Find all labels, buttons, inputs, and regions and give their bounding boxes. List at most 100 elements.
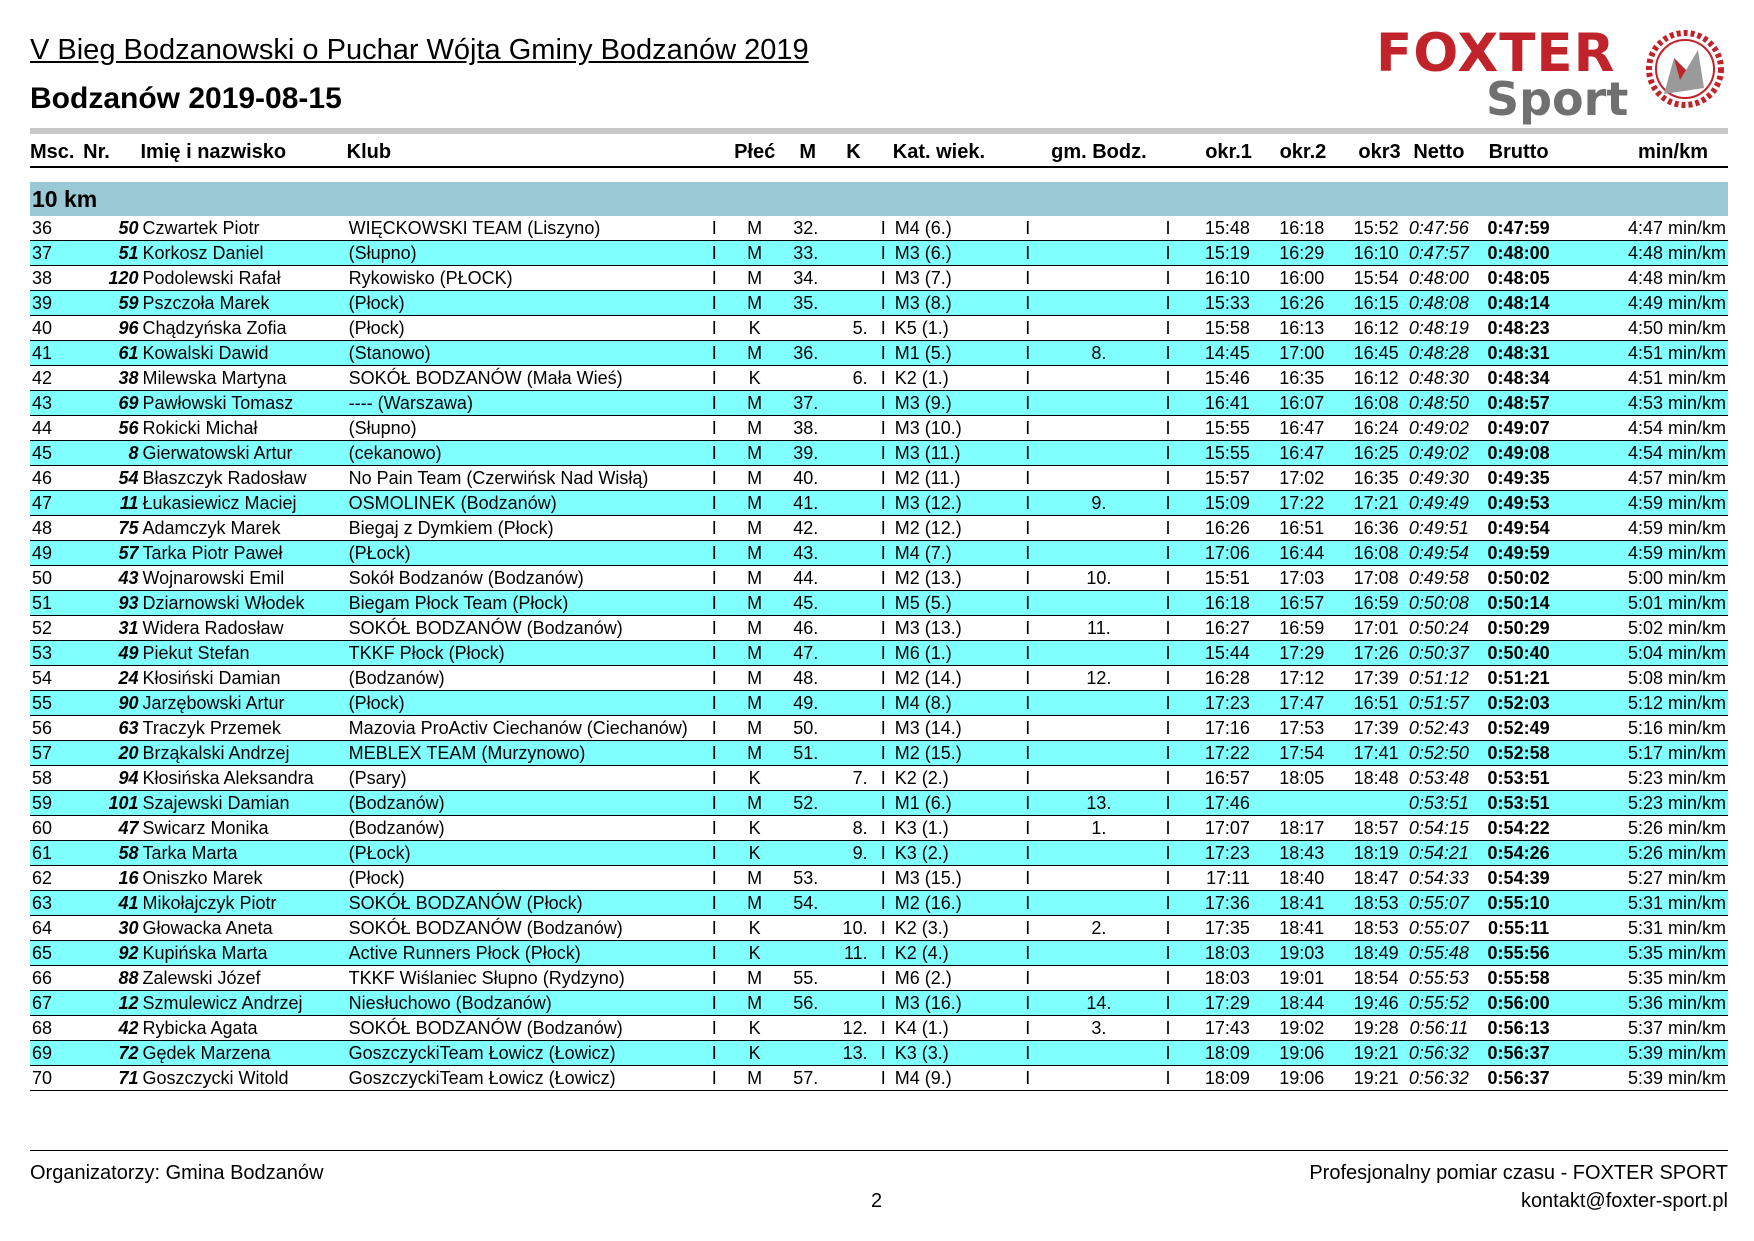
cell-name: Kłosiński Damian	[140, 665, 347, 691]
cell-msc: 45	[30, 440, 84, 466]
column-separator: I	[701, 515, 728, 541]
column-separator: I	[873, 640, 893, 666]
cell-k	[833, 465, 874, 491]
cell-plec: M	[727, 216, 783, 241]
cell-gm	[1043, 390, 1155, 416]
column-separator: I	[701, 990, 728, 1016]
column-separator: I	[701, 216, 728, 241]
cell-plec: M	[727, 465, 783, 491]
table-row: 62 16 Oniszko Marek (Płock) I M 53. I M3 (15.) I I…	[30, 865, 1728, 891]
cell-k	[833, 890, 874, 916]
cell-okr3: 19:28	[1326, 1015, 1401, 1041]
cell-plec: M	[727, 240, 783, 266]
column-separator: I	[701, 965, 728, 991]
cell-nr: 31	[83, 615, 141, 641]
cell-netto: 0:55:52	[1400, 990, 1478, 1016]
cell-nr: 43	[83, 565, 141, 591]
cell-netto: 0:49:58	[1400, 565, 1478, 591]
cell-netto: 0:49:30	[1400, 465, 1478, 491]
cell-okr2: 17:53	[1251, 715, 1327, 741]
cell-gm	[1043, 1065, 1155, 1091]
cell-kat: M4 (9.)	[892, 1065, 1012, 1091]
cell-gm	[1043, 865, 1155, 891]
cell-name: Swicarz Monika	[140, 815, 347, 841]
cell-okr2: 16:44	[1251, 540, 1327, 566]
cell-nr: 120	[83, 265, 141, 291]
cell-k	[833, 965, 874, 991]
cell-nr: 54	[83, 465, 141, 491]
cell-nr: 61	[83, 340, 141, 366]
cell-kat: M1 (6.)	[892, 790, 1012, 816]
cell-pace: 4:47 min/km	[1560, 216, 1728, 241]
column-separator: I	[873, 1040, 893, 1066]
cell-plec: M	[727, 590, 783, 616]
cell-brutto: 0:49:07	[1477, 415, 1561, 441]
cell-brutto: 0:49:54	[1477, 515, 1561, 541]
cell-nr: 90	[83, 690, 141, 716]
cell-brutto: 0:54:26	[1477, 840, 1561, 866]
cell-club: SOKÓŁ BODZANÓW (Bodzanów)	[346, 915, 702, 941]
cell-nr: 38	[83, 365, 141, 391]
cell-msc: 63	[30, 890, 84, 916]
cell-okr2: 16:35	[1251, 365, 1327, 391]
cell-okr3: 18:49	[1326, 940, 1401, 966]
footer-organizers: Organizatorzy: Gmina Bodzanów	[30, 1162, 324, 1184]
column-separator: I	[873, 790, 893, 816]
cell-okr3: 16:12	[1326, 315, 1401, 341]
cell-msc: 50	[30, 565, 84, 591]
cell-pace: 4:59 min/km	[1560, 540, 1728, 566]
cell-msc: 47	[30, 490, 84, 516]
cell-okr2: 16:51	[1251, 515, 1327, 541]
cell-okr1: 15:48	[1181, 216, 1252, 241]
cell-name: Korkosz Daniel	[140, 240, 347, 266]
cell-okr2: 18:43	[1251, 840, 1327, 866]
cell-club: MEBLEX TEAM (Murzynowo)	[346, 740, 702, 766]
cell-plec: M	[727, 665, 783, 691]
cell-m: 51.	[782, 740, 834, 766]
column-separator: I	[1154, 890, 1182, 916]
cell-okr2: 18:41	[1251, 890, 1327, 916]
column-separator: I	[1011, 965, 1044, 991]
foxter-sport-logo: FOXTER Sport	[1376, 24, 1726, 128]
cell-okr1: 15:55	[1181, 415, 1252, 441]
cell-k	[833, 540, 874, 566]
cell-m: 42.	[782, 515, 834, 541]
table-row: 59 101 Szajewski Damian (Bodzanów) I M 52. I M1 …	[30, 790, 1728, 816]
category-row: 10 km	[30, 182, 1728, 216]
cell-pace: 4:54 min/km	[1560, 415, 1728, 441]
cell-pace: 5:31 min/km	[1560, 915, 1728, 941]
cell-brutto: 0:52:49	[1477, 715, 1561, 741]
cell-name: Pawłowski Tomasz	[140, 390, 347, 416]
column-separator: I	[1154, 465, 1182, 491]
cell-okr1: 17:22	[1181, 740, 1252, 766]
cell-brutto: 0:48:00	[1477, 240, 1561, 266]
cell-name: Szajewski Damian	[140, 790, 347, 816]
cell-netto: 0:56:32	[1400, 1065, 1478, 1091]
cell-okr2: 17:29	[1251, 640, 1327, 666]
cell-brutto: 0:56:37	[1477, 1065, 1561, 1091]
cell-k	[833, 290, 874, 316]
col-plec: Płeć	[727, 138, 783, 168]
cell-m: 45.	[782, 590, 834, 616]
cell-m	[782, 940, 834, 966]
table-row: 70 71 Goszczycki Witold GoszczyckiTeam Łowi…	[30, 1065, 1728, 1091]
column-separator: I	[1011, 290, 1044, 316]
column-separator: I	[701, 715, 728, 741]
footer-divider	[30, 1150, 1728, 1151]
cell-gm	[1043, 365, 1155, 391]
cell-m	[782, 365, 834, 391]
cell-name: Czwartek Piotr	[140, 216, 347, 241]
cell-name: Rokicki Michał	[140, 415, 347, 441]
cell-k	[833, 415, 874, 441]
column-separator: I	[873, 365, 893, 391]
column-separator: I	[873, 1015, 893, 1041]
table-row: 39 59 Pszczoła Marek (Płock) I M 35. I M3 (8.) I I…	[30, 290, 1728, 316]
cell-kat: K2 (2.)	[892, 765, 1012, 791]
cell-okr2: 18:40	[1251, 865, 1327, 891]
cell-plec: M	[727, 540, 783, 566]
column-separator: I	[873, 390, 893, 416]
cell-m: 52.	[782, 790, 834, 816]
table-row: 68 42 Rybicka Agata SOKÓŁ BODZANÓW (Bodzanó…	[30, 1015, 1728, 1041]
column-separator: I	[873, 265, 893, 291]
cell-okr3: 17:41	[1326, 740, 1401, 766]
